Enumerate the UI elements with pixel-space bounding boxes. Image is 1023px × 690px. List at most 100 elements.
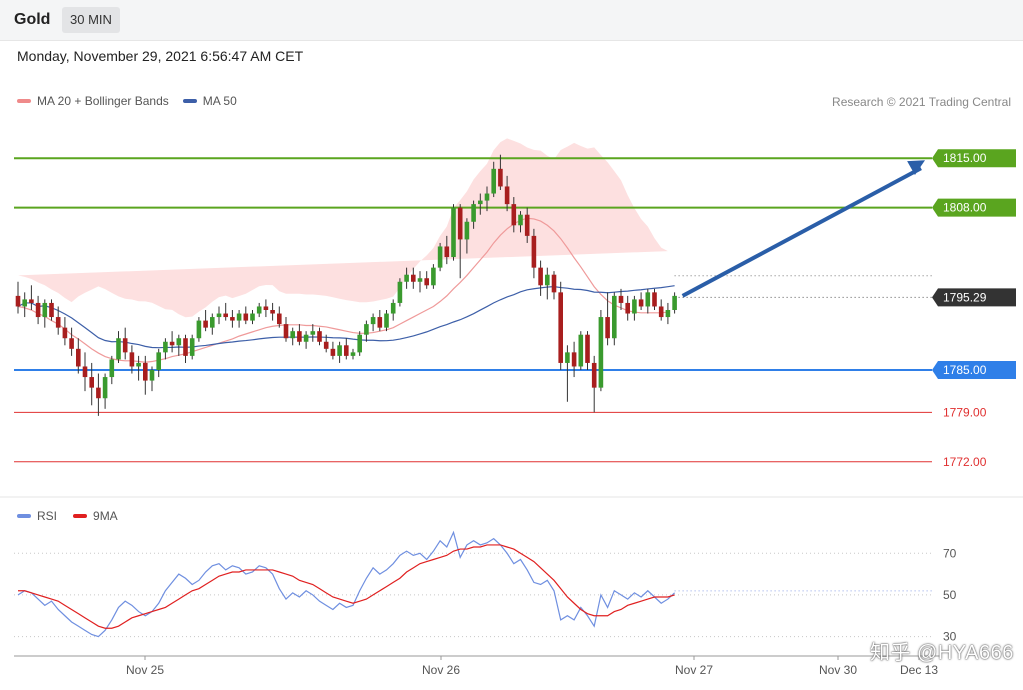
candle-body <box>618 295 624 303</box>
level-tag-1 <box>932 198 1016 217</box>
rsi-9ma-line <box>18 544 675 629</box>
candle-body <box>189 338 195 356</box>
level-label-2: 1785.00 <box>943 363 987 377</box>
legend-item-9ma: 9MA <box>73 509 118 523</box>
candle-body <box>163 341 168 353</box>
candle-body <box>491 168 496 194</box>
candle-body <box>417 278 423 282</box>
candle-body <box>431 267 436 286</box>
candle-body <box>116 338 121 360</box>
candle-body <box>263 306 269 310</box>
candle-body <box>598 317 604 388</box>
candle-body <box>565 352 570 363</box>
level-label-3: 1779.00 <box>943 405 987 419</box>
candle-body <box>290 331 295 339</box>
candle-body <box>183 338 188 356</box>
research-credit: Research © 2021 Trading Central <box>832 95 1011 109</box>
candle-body <box>337 345 342 356</box>
candle-body <box>377 317 383 328</box>
rsi-tick-label-1: 50 <box>943 588 957 602</box>
candle-body <box>303 334 309 342</box>
candle-body <box>404 274 409 282</box>
rsi-line <box>17 530 676 638</box>
candle-body <box>444 246 450 258</box>
candle-body <box>55 317 61 328</box>
candle-body <box>122 338 128 353</box>
level-label-0: 1815.00 <box>943 151 987 165</box>
legend-label-bollinger: MA 20 + Bollinger Bands <box>37 94 169 108</box>
candle-body <box>317 331 322 342</box>
x-axis-label-3: Nov 30 <box>819 663 857 677</box>
forecast-arrow-shaft <box>681 166 922 298</box>
legend-swatch-9ma <box>73 514 88 518</box>
legend-swatch-rsi <box>17 514 31 518</box>
candle-body <box>344 345 349 356</box>
x-axis-label-1: Nov 26 <box>422 663 460 677</box>
candle-body <box>504 186 510 205</box>
candle-body <box>250 313 255 321</box>
candle-body <box>256 306 262 314</box>
candle-body <box>578 334 584 367</box>
timeframe-badge[interactable]: 30 MIN <box>62 7 120 33</box>
candle-body <box>203 320 208 328</box>
current-price-label: 1795.29 <box>943 290 987 304</box>
rsi-tick-label-0: 70 <box>943 546 957 560</box>
candle-body <box>658 306 664 318</box>
legend-label-rsi: RSI <box>37 509 58 523</box>
candle-body <box>156 352 161 370</box>
candle-body <box>96 387 101 399</box>
candle-body <box>370 317 376 325</box>
legend-swatch-bollinger <box>17 99 31 103</box>
candle-body <box>390 302 396 314</box>
candle-body <box>69 338 74 349</box>
candle-body <box>558 292 563 363</box>
candle-body <box>545 274 550 286</box>
candle-body <box>223 313 228 318</box>
x-axis-label-0: Nov 25 <box>126 663 164 677</box>
candle-body <box>297 331 302 342</box>
candle-body <box>136 362 141 367</box>
candle-body <box>109 359 115 378</box>
candle-body <box>243 313 249 321</box>
candle-body <box>457 207 463 240</box>
candle-body <box>89 377 94 388</box>
rsi-legend: RSI 9MA <box>17 509 134 523</box>
rsi-tick-label-2: 30 <box>943 630 957 644</box>
legend-label-9ma: 9MA <box>93 509 118 523</box>
candle-body <box>665 310 671 318</box>
candle-body <box>551 274 557 293</box>
x-axis-label-2: Nov 27 <box>675 663 713 677</box>
level-tag-2 <box>932 361 1016 379</box>
candle-body <box>357 334 362 353</box>
legend-label-ma50: MA 50 <box>202 94 237 108</box>
candle-body <box>270 310 275 314</box>
candle-body <box>129 352 135 367</box>
candle-body <box>76 348 81 367</box>
candle-body <box>524 214 530 236</box>
instrument-title: Gold <box>14 11 51 28</box>
candle-body <box>210 317 215 328</box>
candle-body <box>82 366 88 378</box>
bollinger-band <box>18 138 668 318</box>
candle-body <box>632 299 637 314</box>
candle-body <box>511 204 517 226</box>
candle-body <box>424 278 429 286</box>
ma20-line <box>17 217 668 363</box>
candle-body <box>149 370 155 381</box>
candle-body <box>471 204 476 222</box>
candle-body <box>283 324 289 339</box>
forecast-arrow-head <box>907 160 925 176</box>
candle-body <box>478 200 483 205</box>
candle-body <box>484 193 490 201</box>
candle-body <box>652 292 657 307</box>
candle-body <box>638 299 644 307</box>
candle-body <box>364 324 369 335</box>
current-price-tag <box>932 288 1016 307</box>
candle-body <box>196 320 202 339</box>
watermark: 知乎 @HYA666 <box>870 642 1014 664</box>
candle-body <box>310 331 316 335</box>
candle-body <box>411 274 416 282</box>
candle-body <box>62 327 68 339</box>
candle-body <box>397 281 403 303</box>
